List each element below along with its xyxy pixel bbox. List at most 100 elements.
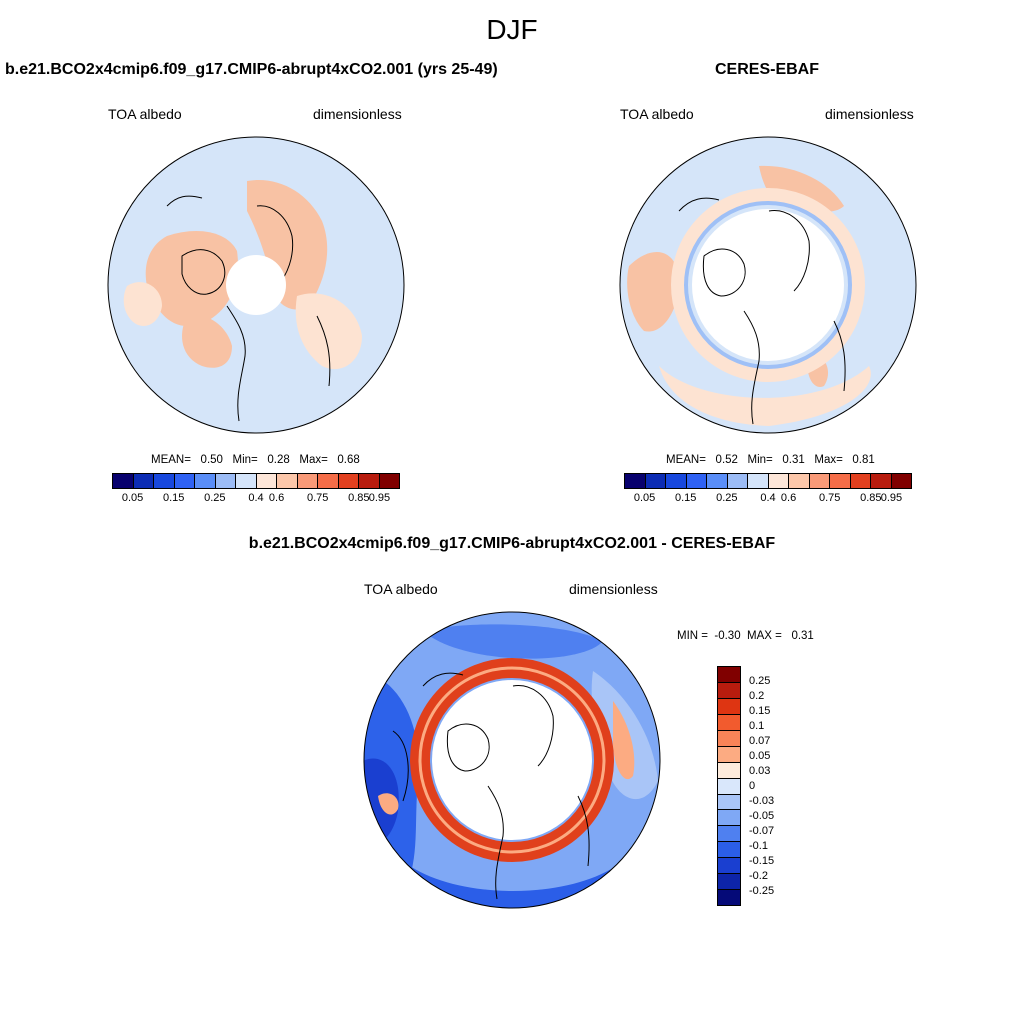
obs-map-border bbox=[619, 136, 917, 434]
obs-max-label: Max= bbox=[814, 454, 843, 466]
obs-coastlines bbox=[678, 197, 846, 425]
colorbar-tick-label: -0.03 bbox=[749, 795, 775, 807]
colorbar-box bbox=[891, 474, 911, 488]
colorbar-box bbox=[338, 474, 359, 488]
obs-min-label: Min= bbox=[747, 454, 773, 466]
colorbar-tick-label: 0.6 bbox=[268, 492, 285, 504]
colorbar-box bbox=[297, 474, 318, 488]
colorbar-tick-label: 0.25 bbox=[749, 675, 771, 687]
colorbar-tick-label: 0.2 bbox=[749, 690, 765, 702]
colorbar-tick-label: 0.25 bbox=[716, 492, 738, 504]
colorbar-box bbox=[871, 474, 892, 488]
colorbar-box bbox=[174, 474, 195, 488]
colorbar-box bbox=[718, 810, 740, 827]
obs-polar-gap bbox=[692, 209, 844, 361]
model-stats: MEAN= 0.50 Min= 0.28 Max= 0.68 bbox=[151, 454, 360, 466]
model-colorbar bbox=[112, 473, 400, 489]
obs-albedo-europe bbox=[627, 252, 680, 332]
obs-albedo-band bbox=[659, 366, 871, 426]
colorbar-tick-label: -0.25 bbox=[749, 885, 775, 897]
colorbar-tick-label: 0.1 bbox=[749, 720, 765, 732]
colorbar-tick-label: 0.05 bbox=[121, 492, 144, 504]
diff-negative-north bbox=[423, 624, 603, 659]
colorbar-tick-label: 0 bbox=[749, 780, 756, 792]
colorbar-box bbox=[830, 474, 851, 488]
colorbar-box bbox=[645, 474, 666, 488]
colorbar-box bbox=[707, 474, 728, 488]
obs-albedo-ring bbox=[671, 188, 865, 382]
colorbar-tick-label: 0.03 bbox=[749, 765, 771, 777]
diff-colorbar-labels: 0.25 0.2 0.15 0.1 0.07 0.05 0.03 0 -0.03 -0.05 -0.… bbox=[749, 666, 809, 906]
model-polar-gap bbox=[226, 255, 286, 315]
diff-min-label: MIN = bbox=[677, 630, 708, 642]
colorbar-box bbox=[154, 474, 175, 488]
obs-mean-value: 0.52 bbox=[715, 454, 738, 466]
model-map-border bbox=[107, 136, 405, 434]
colorbar-box bbox=[718, 762, 740, 779]
colorbar-box bbox=[718, 858, 740, 875]
colorbar-box bbox=[727, 474, 748, 488]
colorbar-box bbox=[718, 730, 740, 747]
colorbar-box bbox=[718, 842, 740, 859]
model-albedo-northamerica bbox=[182, 315, 232, 368]
colorbar-box bbox=[318, 474, 339, 488]
colorbar-box bbox=[215, 474, 236, 488]
diff-positive-west bbox=[378, 793, 399, 815]
colorbar-box bbox=[789, 474, 810, 488]
diff-map-border bbox=[363, 611, 661, 909]
diff-ring-highlight bbox=[418, 666, 606, 854]
colorbar-box bbox=[718, 714, 740, 731]
colorbar-box bbox=[718, 794, 740, 811]
colorbar-tick-label: 0.4 bbox=[760, 492, 776, 504]
model-albedo-atlantic bbox=[123, 282, 162, 326]
obs-colorbar-labels: 0.05 0.15 0.25 0.4 0.6 0.75 0.85 0.95 bbox=[624, 492, 912, 506]
colorbar-box bbox=[718, 667, 740, 683]
colorbar-box bbox=[768, 474, 789, 488]
colorbar-tick-label: -0.07 bbox=[749, 825, 775, 837]
diff-coastlines bbox=[392, 672, 590, 900]
colorbar-box bbox=[718, 682, 740, 699]
obs-panel-title: CERES-EBAF bbox=[715, 61, 820, 78]
colorbar-box bbox=[718, 874, 740, 891]
colorbar-box bbox=[718, 778, 740, 795]
diff-max-value: 0.31 bbox=[791, 630, 814, 642]
model-colorbar-labels: 0.05 0.15 0.25 0.4 0.6 0.75 0.85 0.95 bbox=[112, 492, 400, 506]
diff-polar-gap bbox=[432, 680, 592, 840]
diff-variable-label: TOA albedo bbox=[364, 581, 438, 597]
model-variable-label: TOA albedo bbox=[108, 106, 182, 122]
colorbar-box bbox=[686, 474, 707, 488]
colorbar-tick-label: 0.75 bbox=[306, 492, 329, 504]
obs-min-value: 0.31 bbox=[782, 454, 805, 466]
colorbar-tick-label: 0.95 bbox=[880, 492, 903, 504]
colorbar-tick-label: 0.05 bbox=[749, 750, 771, 762]
model-albedo-asia bbox=[247, 180, 328, 310]
model-coastlines bbox=[166, 195, 331, 422]
colorbar-box bbox=[666, 474, 687, 488]
colorbar-tick-label: -0.2 bbox=[749, 870, 768, 882]
colorbar-box bbox=[195, 474, 216, 488]
colorbar-tick-label: -0.1 bbox=[749, 840, 768, 852]
colorbar-box bbox=[718, 746, 740, 763]
diff-panel-title: b.e21.BCO2x4cmip6.f09_g17.CMIP6-abrupt4x… bbox=[248, 535, 776, 552]
diff-units-label: dimensionless bbox=[569, 581, 658, 597]
model-mean-value: 0.50 bbox=[200, 454, 223, 466]
colorbar-tick-label: 0.15 bbox=[162, 492, 185, 504]
diff-polar-map bbox=[363, 611, 661, 909]
colorbar-tick-label: 0.6 bbox=[780, 492, 797, 504]
diff-positive-east bbox=[613, 701, 635, 780]
model-max-value: 0.68 bbox=[337, 454, 360, 466]
colorbar-box bbox=[718, 698, 740, 715]
season-title: DJF bbox=[486, 14, 538, 45]
colorbar-box bbox=[256, 474, 277, 488]
model-panel-title: b.e21.BCO2x4cmip6.f09_g17.CMIP6-abrupt4x… bbox=[5, 61, 498, 78]
colorbar-tick-label: -0.05 bbox=[749, 810, 775, 822]
model-min-label: Min= bbox=[232, 454, 258, 466]
diff-stats: MIN = -0.30 MAX = 0.31 bbox=[677, 630, 814, 642]
colorbar-box bbox=[809, 474, 830, 488]
model-mean-label: MEAN= bbox=[151, 454, 191, 466]
colorbar-tick-label: 0.07 bbox=[749, 735, 771, 747]
model-max-label: Max= bbox=[299, 454, 328, 466]
colorbar-tick-label: 0.15 bbox=[674, 492, 697, 504]
colorbar-box bbox=[236, 474, 257, 488]
colorbar-box bbox=[359, 474, 380, 488]
